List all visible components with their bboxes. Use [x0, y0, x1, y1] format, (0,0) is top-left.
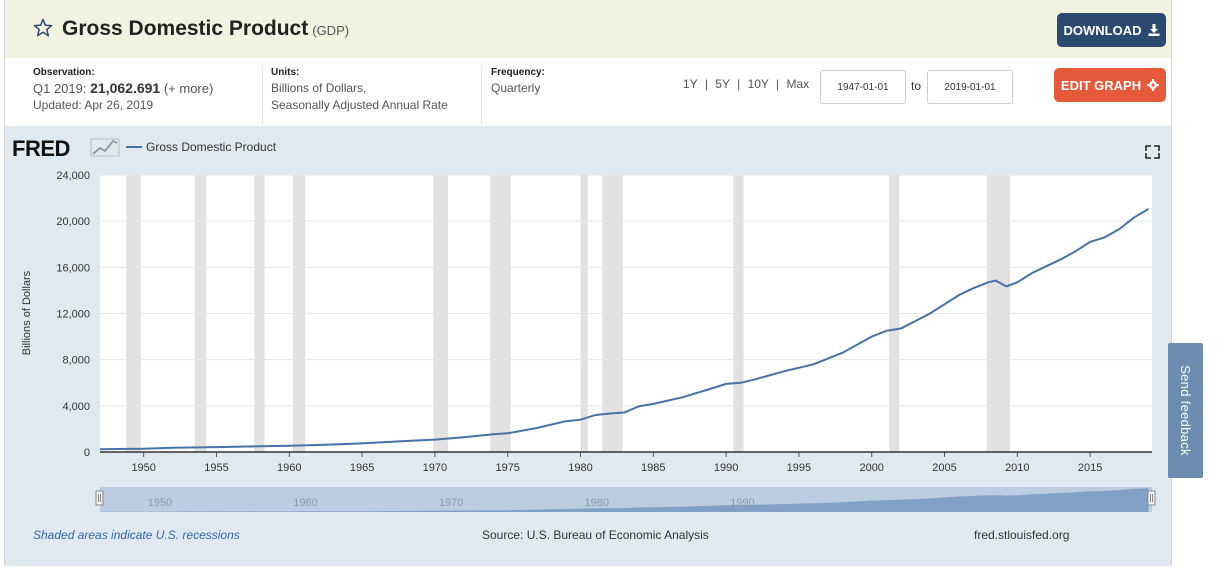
gdp-series-line[interactable] — [99, 208, 1149, 451]
y-tick-label: 8,000 — [62, 355, 90, 367]
fullscreen-icon[interactable] — [1145, 145, 1160, 159]
to-label: to — [911, 79, 922, 93]
x-tick-label: 1985 — [641, 462, 665, 474]
units-line-1: Billions of Dollars, — [271, 81, 367, 95]
navigator-tick-label: 1960 — [293, 497, 317, 509]
navigator-area — [100, 488, 1149, 512]
observation-label: Observation: — [33, 67, 95, 78]
x-tick-label: 1980 — [568, 462, 592, 474]
send-feedback-label: Send feedback — [1178, 365, 1194, 456]
y-tick-label: 16,000 — [56, 262, 90, 274]
x-tick-label: 1975 — [495, 462, 519, 474]
x-tick-label: 1990 — [714, 462, 738, 474]
frequency-value: Quarterly — [491, 81, 541, 95]
x-axis-ticks: 1950 1955 1960 1965 1970 1975 1980 1985 1990 1995… — [131, 452, 1102, 474]
x-tick-label: 2010 — [1005, 462, 1029, 474]
y-axis-ticks: 0 4,000 8,000 12,000 16,000 20,000 24,000 — [56, 170, 90, 459]
units-line-2: Seasonally Adjusted Annual Rate — [271, 98, 448, 112]
chart-legend: Gross Domestic Product — [126, 140, 277, 154]
page-frame — [4, 0, 1172, 566]
navigator-ticks: 1950 1960 1970 1980 1990 — [148, 497, 755, 509]
navigator-left-handle[interactable] — [95, 490, 104, 506]
frequency-block: Frequency: Quarterly — [491, 66, 545, 97]
page-title: Gross Domestic Product (GDP) — [62, 17, 349, 41]
navigator-tick-label: 1980 — [584, 497, 608, 509]
download-button[interactable]: DOWNLOAD — [1057, 13, 1166, 47]
updated-date: Updated: Apr 26, 2019 — [33, 98, 154, 112]
range-navigator[interactable]: 1950 1960 1970 1980 1990 — [95, 487, 1156, 512]
legend-entry[interactable]: Gross Domestic Product — [146, 140, 277, 154]
x-tick-label: 1960 — [277, 462, 301, 474]
range-1y-link[interactable]: 1Y — [683, 77, 698, 91]
observation-block: Observation: Q1 2019: 21,062.691 (+ more… — [33, 66, 213, 114]
x-tick-label: 1970 — [423, 462, 447, 474]
fred-logo-frame — [90, 138, 120, 157]
observation-period: Q1 2019: — [33, 81, 87, 96]
y-tick-label: 12,000 — [56, 309, 90, 321]
end-date-input[interactable]: 2019-01-01 — [927, 70, 1013, 104]
gridlines — [100, 174, 1152, 407]
site-link[interactable]: fred.stlouisfed.org — [974, 528, 1069, 542]
date-range-links: 1Y | 5Y | 10Y | Max — [683, 77, 809, 91]
navigator-right-handle[interactable] — [1147, 490, 1156, 506]
source-text: Source: U.S. Bureau of Economic Analysis — [482, 528, 709, 542]
range-5y-link[interactable]: 5Y — [715, 77, 730, 91]
gear-icon — [1147, 79, 1160, 91]
x-tick-label: 2015 — [1078, 462, 1102, 474]
x-tick-label: 1950 — [131, 462, 155, 474]
start-date-input[interactable]: 1947-01-01 — [820, 70, 906, 104]
range-separator: | — [704, 77, 708, 91]
chart-panel: FRED Gross Domestic Product 0 4,000 8,000 1… — [5, 126, 1171, 566]
y-tick-label: 24,000 — [56, 170, 90, 182]
star-icon[interactable] — [33, 18, 53, 38]
y-tick-label: 4,000 — [62, 401, 90, 413]
navigator-tick-label: 1990 — [730, 497, 754, 509]
x-tick-label: 1955 — [204, 462, 228, 474]
fred-logo: FRED — [12, 136, 120, 161]
x-tick-label: 1995 — [787, 462, 811, 474]
fred-logo-text: FRED — [12, 136, 70, 161]
navigator-tick-label: 1970 — [439, 497, 463, 509]
download-label: DOWNLOAD — [1063, 22, 1142, 38]
observation-more-link[interactable]: (+ more) — [163, 81, 214, 96]
y-tick-label: 20,000 — [56, 216, 90, 228]
units-label: Units: — [271, 67, 300, 78]
send-feedback-tab[interactable]: Send feedback — [1168, 343, 1203, 478]
navigator-tick-label: 1950 — [148, 497, 172, 509]
series-title: Gross Domestic Product — [62, 17, 309, 40]
fred-logo-line-icon — [92, 139, 118, 155]
range-separator: | — [737, 77, 741, 91]
info-divider — [481, 66, 482, 124]
y-axis-label: Billions of Dollars — [21, 270, 33, 355]
download-icon — [1148, 24, 1159, 36]
series-code: (GDP) — [312, 23, 350, 38]
series-header: Gross Domestic Product (GDP) — [5, 0, 1171, 58]
recession-note-link[interactable]: Shaded areas indicate U.S. recessions — [33, 528, 240, 542]
range-separator: | — [776, 77, 780, 91]
range-max-link[interactable]: Max — [786, 77, 810, 91]
x-tick-label: 2000 — [859, 462, 883, 474]
units-block: Units: Billions of Dollars, Seasonally A… — [271, 66, 448, 114]
edit-graph-label: EDIT GRAPH — [1060, 77, 1142, 93]
info-divider — [262, 66, 263, 124]
x-tick-label: 2005 — [932, 462, 956, 474]
gdp-chart: FRED Gross Domestic Product 0 4,000 8,000 1… — [12, 136, 1160, 542]
edit-graph-button[interactable]: EDIT GRAPH — [1054, 68, 1166, 102]
frequency-label: Frequency: — [491, 67, 545, 78]
observation-value: 21,062.691 — [90, 80, 161, 96]
range-10y-link[interactable]: 10Y — [747, 77, 769, 91]
y-tick-label: 0 — [84, 447, 90, 459]
x-tick-label: 1965 — [350, 462, 374, 474]
